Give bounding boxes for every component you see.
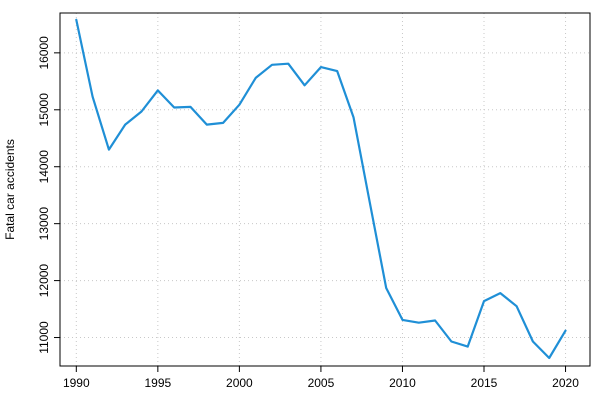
y-tick-label: 16000: [37, 36, 51, 70]
x-axis: 1990 1995 2000 2005 2010 2015 2020: [63, 366, 579, 390]
y-tick-label: 12000: [37, 264, 51, 298]
x-tick-label: 1995: [144, 376, 171, 390]
y-axis: 11000 12000 13000 14000 15000 16000: [37, 36, 60, 354]
gridlines: [60, 13, 590, 366]
x-tick-label: 2005: [308, 376, 335, 390]
series-line: [75, 18, 567, 360]
series-layer: [75, 18, 567, 360]
x-tick-label: 1990: [63, 376, 90, 390]
y-axis-label: Fatal car accidents: [3, 139, 17, 240]
y-tick-label: 14000: [37, 150, 51, 184]
plot-frame: [59, 12, 591, 367]
x-tick-label: 2010: [389, 376, 416, 390]
x-tick-label: 2015: [471, 376, 498, 390]
x-tick-label: 2020: [552, 376, 579, 390]
x-tick-label: 2000: [226, 376, 253, 390]
y-tick-label: 13000: [37, 207, 51, 241]
y-tick-label: 15000: [37, 93, 51, 127]
y-tick-label: 11000: [37, 321, 51, 354]
